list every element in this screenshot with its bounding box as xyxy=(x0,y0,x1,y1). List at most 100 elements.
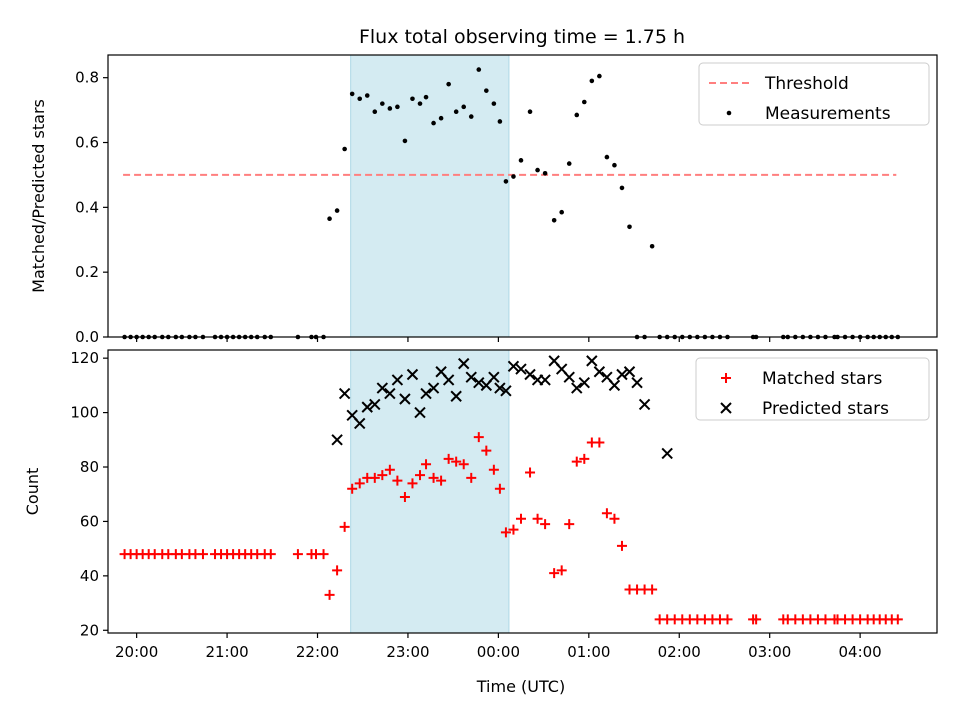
y-tick-label: 120 xyxy=(70,349,99,367)
x-tick-label: 21:00 xyxy=(205,643,248,661)
data-point xyxy=(436,475,447,486)
bottom-panel: 20 40 60 80 100 120 20:00 21:00 22:00 23:00 00:00 0… xyxy=(70,349,938,661)
data-point xyxy=(361,401,373,413)
data-point xyxy=(292,549,303,560)
data-point xyxy=(484,88,489,93)
data-point xyxy=(563,371,575,383)
data-point xyxy=(542,171,548,176)
x-tick-label: 22:00 xyxy=(296,643,339,661)
data-point xyxy=(376,382,389,394)
data-point xyxy=(438,115,444,121)
data-point xyxy=(431,120,436,126)
data-point xyxy=(616,368,628,381)
data-point xyxy=(391,374,404,386)
data-point xyxy=(578,376,591,389)
data-point xyxy=(515,513,526,524)
plot-frame xyxy=(107,349,938,634)
data-point xyxy=(332,565,343,576)
data-point xyxy=(581,99,587,105)
data-point xyxy=(507,360,520,373)
data-point xyxy=(586,355,598,367)
y-tick-label: 0.6 xyxy=(75,134,99,152)
data-point xyxy=(387,106,393,111)
data-point xyxy=(265,549,276,560)
data-point xyxy=(427,382,440,394)
data-point xyxy=(369,398,381,411)
data-point xyxy=(446,81,451,87)
data-point xyxy=(423,94,429,100)
data-point xyxy=(458,357,470,370)
y-tick-label: 0.8 xyxy=(75,69,99,87)
data-point xyxy=(372,109,378,115)
data-point xyxy=(574,112,580,118)
y-tick-label: 40 xyxy=(80,567,99,585)
data-point xyxy=(415,470,426,481)
data-point xyxy=(597,73,602,79)
data-point xyxy=(500,527,511,538)
x-tick-label: 23:00 xyxy=(386,643,429,661)
data-point xyxy=(579,453,590,464)
data-point xyxy=(357,96,363,102)
data-point xyxy=(395,104,400,110)
data-point xyxy=(556,565,567,576)
data-point xyxy=(421,459,432,470)
data-point xyxy=(324,589,335,600)
data-point xyxy=(488,371,500,383)
data-point xyxy=(399,491,410,502)
top-y-axis-label: Matched/Predicted stars xyxy=(29,99,48,293)
data-point xyxy=(722,614,733,625)
chart-title: Flux total observing time = 1.75 h xyxy=(359,26,685,48)
data-point xyxy=(500,385,512,397)
data-point xyxy=(539,374,551,386)
data-point xyxy=(518,158,524,163)
legend-entry: Matched stars xyxy=(762,369,882,389)
legend-entry: Predicted stars xyxy=(762,399,889,419)
data-point xyxy=(647,584,658,595)
data-point xyxy=(334,208,340,213)
data-point xyxy=(327,216,332,221)
data-point xyxy=(559,209,564,215)
data-point xyxy=(508,524,519,535)
data-point xyxy=(497,119,503,124)
data-point xyxy=(535,167,540,173)
data-point xyxy=(623,366,636,378)
x-axis-label: Time (UTC) xyxy=(476,677,565,696)
data-point xyxy=(458,459,469,470)
data-point xyxy=(571,456,582,467)
data-point xyxy=(612,162,617,168)
x-tick-label: 03:00 xyxy=(748,643,791,661)
data-point xyxy=(377,470,388,481)
data-point xyxy=(347,483,358,494)
data-point xyxy=(511,174,516,179)
data-point xyxy=(589,78,595,84)
y-tick-label: 60 xyxy=(80,512,99,530)
data-point xyxy=(465,371,477,383)
data-point xyxy=(494,483,505,494)
data-point xyxy=(491,101,497,106)
data-point xyxy=(461,104,467,110)
data-point xyxy=(515,363,527,375)
data-point xyxy=(339,521,350,532)
y-tick-label: 20 xyxy=(80,621,99,639)
data-point xyxy=(399,393,411,405)
data-point xyxy=(402,138,408,144)
data-point xyxy=(364,93,370,98)
shaded-span xyxy=(350,54,510,338)
data-point xyxy=(428,472,439,483)
data-point xyxy=(406,368,419,381)
data-point xyxy=(638,398,651,411)
legend-swatch-measurements xyxy=(726,110,732,116)
plot-frame xyxy=(107,54,938,338)
data-point xyxy=(354,417,366,430)
data-point xyxy=(566,161,572,166)
data-point xyxy=(527,109,533,115)
y-tick-label: 0.4 xyxy=(75,198,99,216)
legend-entry: Measurements xyxy=(765,104,891,124)
series-matched-stars xyxy=(119,432,903,625)
y-tick-label: 0.2 xyxy=(75,263,99,281)
data-point xyxy=(494,382,506,394)
data-point xyxy=(601,508,612,519)
data-point xyxy=(524,368,536,381)
data-point xyxy=(608,379,621,392)
data-point xyxy=(466,472,477,483)
